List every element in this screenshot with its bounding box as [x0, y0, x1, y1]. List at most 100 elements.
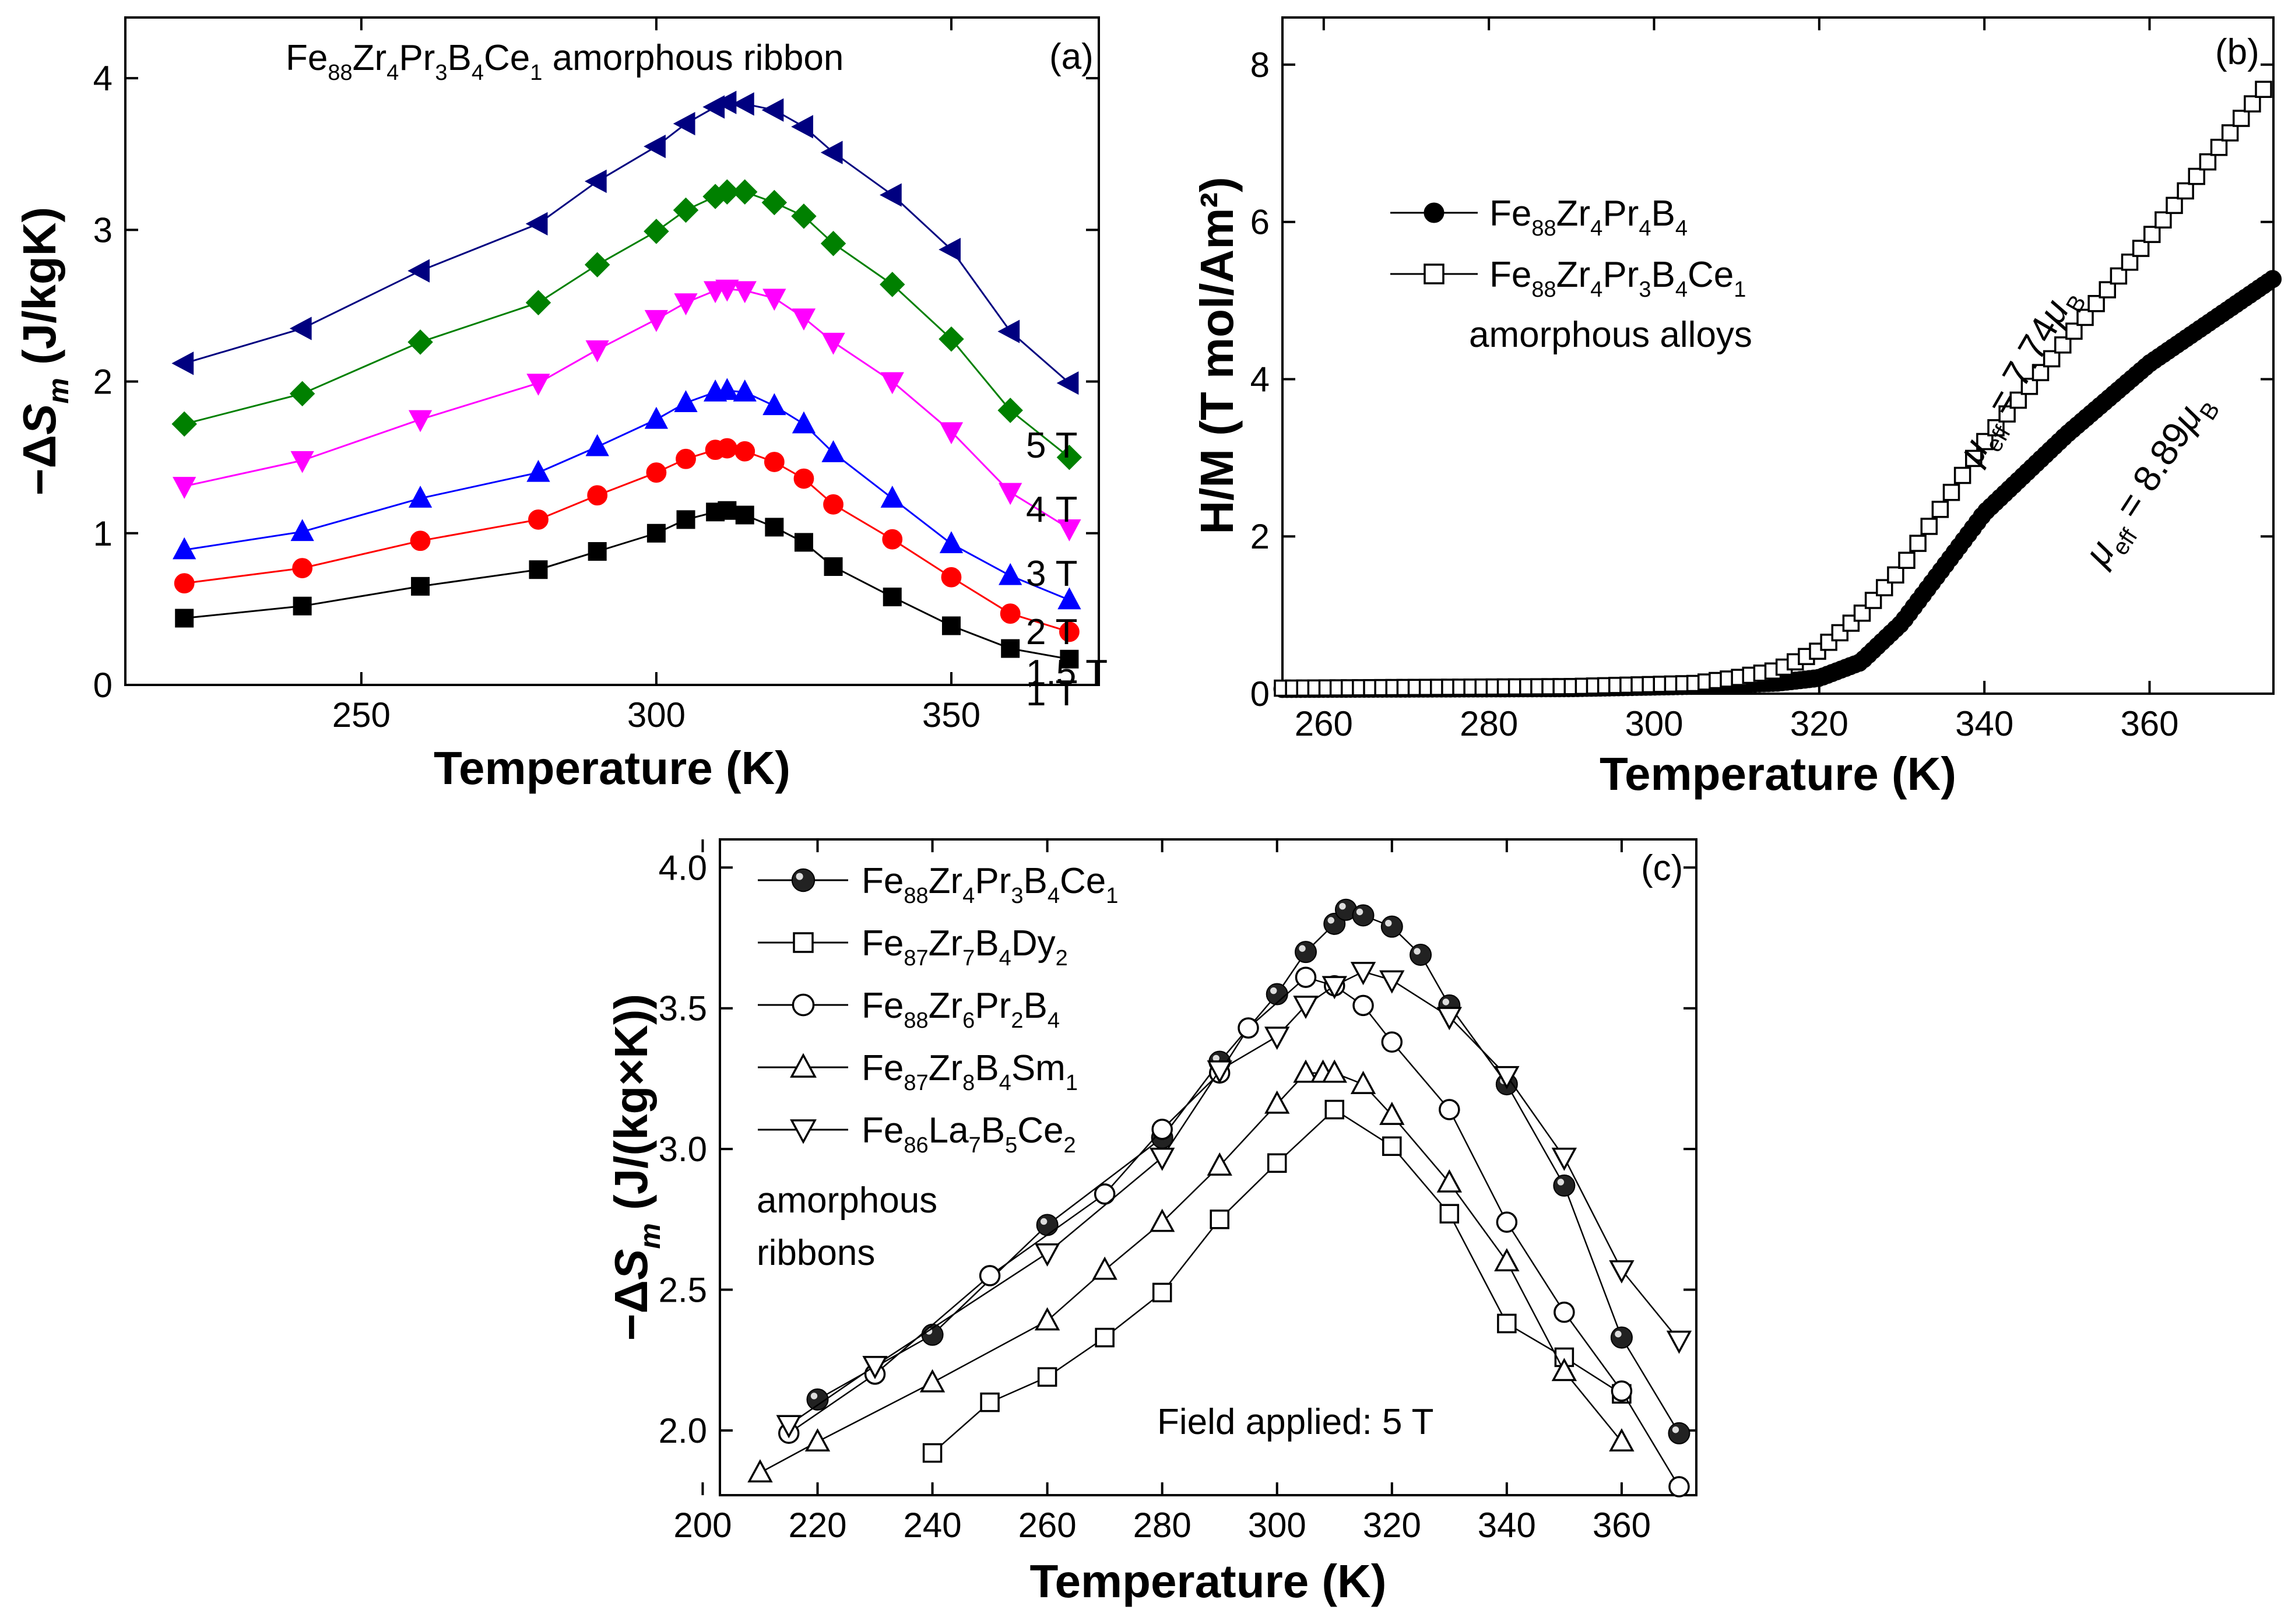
x-tick-label: 280: [1460, 704, 1518, 743]
data-point: [1060, 649, 1079, 669]
series-label: 2 T: [1026, 612, 1077, 652]
data-point: [734, 441, 755, 462]
series-label: 1 T: [1026, 673, 1077, 713]
series-3-T: [173, 279, 1081, 542]
data-point: [171, 411, 197, 437]
data-point: [674, 390, 698, 412]
data-point: [715, 378, 739, 400]
x-axis-label: Temperature (K): [1030, 1555, 1387, 1607]
series-label: 4 T: [1026, 490, 1077, 530]
data-point: [792, 411, 816, 434]
data-point: [1494, 1066, 1520, 1089]
data-point: [2221, 124, 2239, 142]
y-tick-label: 3.0: [659, 1130, 707, 1169]
data-point: [765, 518, 784, 537]
data-point: [407, 329, 433, 355]
data-point: [1210, 1210, 1229, 1229]
legend-marker: [790, 1053, 817, 1078]
data-point: [804, 1428, 831, 1452]
y-tick-label: 4: [93, 59, 113, 98]
data-point: [2043, 350, 2061, 368]
legend-label: Fe86La7B5Ce2: [862, 1110, 1076, 1158]
data-point: [175, 609, 194, 628]
data-point: [1001, 639, 1020, 658]
x-tick-label: 220: [788, 1506, 846, 1545]
data-point: [1668, 1476, 1690, 1498]
data-point: [1436, 1007, 1463, 1031]
data-point: [673, 112, 695, 136]
data-point: [2121, 254, 2139, 271]
data-point: [2020, 378, 2039, 395]
series-label: 3 T: [1026, 554, 1077, 594]
data-point: [820, 140, 843, 164]
data-point: [676, 510, 695, 529]
y-tick-label: 4: [1250, 360, 1270, 399]
x-tick-label: 200: [673, 1506, 732, 1545]
data-point: [2199, 153, 2217, 171]
data-point: [646, 462, 667, 483]
data-point: [821, 440, 845, 462]
x-tick-label: 360: [1593, 1506, 1651, 1545]
data-point: [588, 542, 607, 561]
y-tick-label: 6: [1250, 203, 1270, 242]
data-point: [791, 203, 817, 229]
data-point: [1000, 603, 1021, 624]
legend-note: ribbons: [757, 1233, 875, 1273]
data-point: [1976, 433, 1994, 451]
data-point: [791, 115, 813, 139]
data-point: [2076, 308, 2094, 326]
data-point: [880, 486, 904, 508]
plot-frame: [1281, 16, 2275, 695]
data-point: [1497, 1313, 1517, 1334]
data-point: [714, 179, 740, 205]
data-point: [2233, 110, 2250, 127]
data-point: [939, 422, 964, 445]
data-point: [292, 558, 313, 579]
data-point: [820, 231, 846, 256]
x-tick-label: 300: [627, 695, 686, 734]
data-point: [290, 519, 314, 542]
data-point: [922, 1443, 943, 1463]
x-tick-label: 300: [1248, 1506, 1306, 1545]
series-1-5-T: [174, 438, 1080, 642]
data-point: [732, 92, 754, 116]
data-point: [644, 219, 669, 244]
legend: Fe88Zr4Pr3B4Ce1 Fe87Zr7B4Dy2 Fe88Zr6Pr2B4 F…: [757, 861, 1118, 1273]
data-point: [1553, 1174, 1576, 1197]
data-point: [1987, 419, 2005, 437]
data-point: [1149, 1147, 1175, 1171]
data-point: [289, 317, 312, 340]
legend-label: Fe88Zr4Pr3B4Ce1: [862, 861, 1118, 908]
data-point: [761, 98, 784, 122]
y-tick-label: 3.5: [659, 989, 707, 1028]
data-point: [1998, 405, 2016, 423]
x-axis-label: Temperature (K): [434, 742, 790, 794]
data-point: [862, 1356, 888, 1380]
data-point: [2255, 80, 2272, 99]
field-annotation: Field applied: 5 T: [1157, 1402, 1433, 1442]
data-point: [1494, 1248, 1520, 1271]
y-axis-label: −ΔSm (J/(kg×K)): [605, 994, 666, 1341]
x-tick-label: 250: [332, 695, 391, 734]
series-label: 1.5 T: [1026, 653, 1108, 693]
data-point: [999, 563, 1022, 585]
data-point: [999, 483, 1022, 505]
data-point: [1380, 915, 1403, 938]
data-point: [585, 340, 609, 363]
data-point: [761, 189, 788, 216]
data-point: [1436, 1169, 1463, 1193]
series-Fe86La7B5Ce2: [776, 962, 1692, 1439]
legend-label: Fe88Zr6Pr2B4: [862, 986, 1060, 1033]
data-point: [718, 501, 737, 520]
chart-panel-a: 250 300 350 0 1 2 3 4 1 T1.5 T2 T 3 T 4 T 5 T Fe88Zr…: [13, 16, 1108, 794]
data-point: [1264, 1090, 1290, 1114]
y-tick-label: 0: [93, 666, 113, 705]
data-point: [584, 252, 610, 277]
data-point: [1379, 970, 1405, 994]
data-point: [1059, 621, 1080, 642]
data-point: [1381, 1031, 1403, 1053]
data-point: [1842, 614, 1860, 632]
data-point: [644, 310, 669, 332]
data-point: [411, 577, 430, 596]
legend-note: amorphous: [757, 1180, 937, 1221]
